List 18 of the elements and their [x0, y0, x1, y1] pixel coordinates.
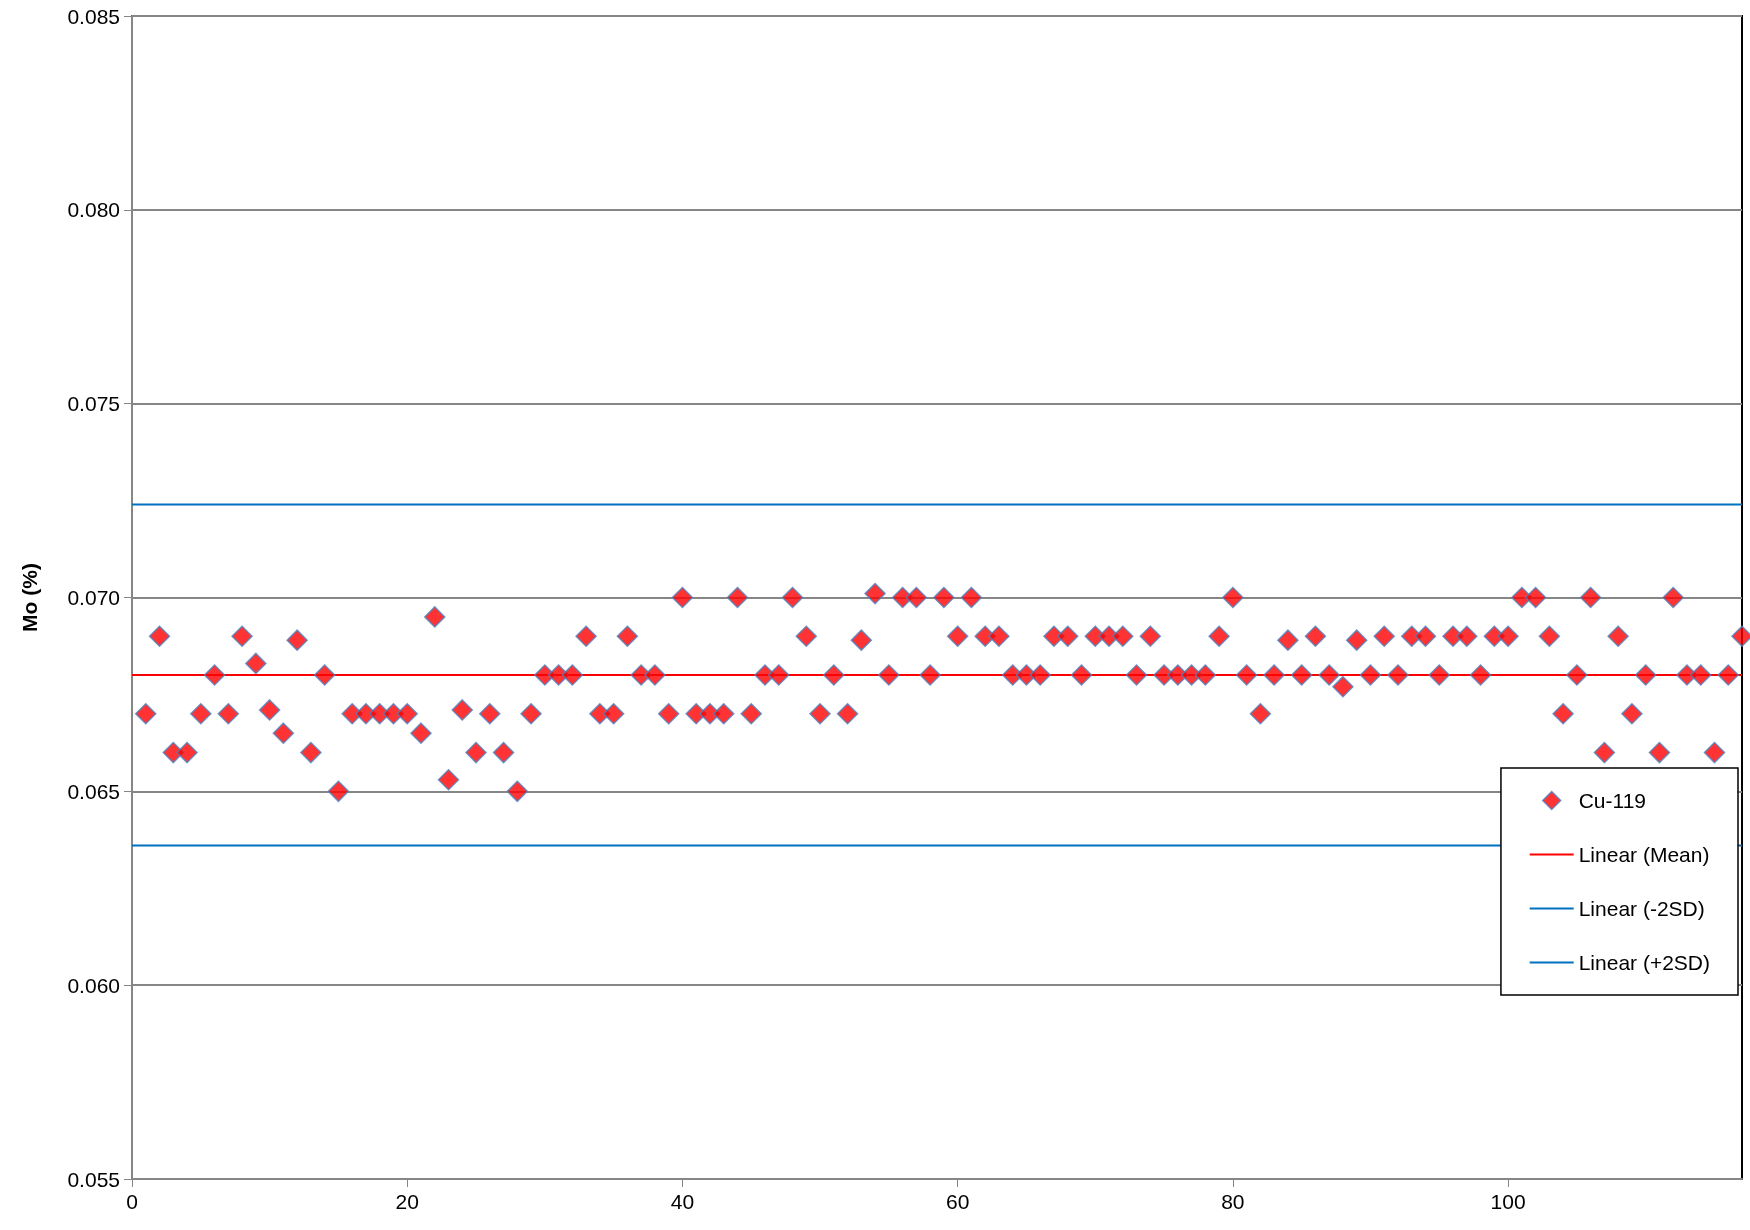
y-tick-label: 0.080: [67, 198, 120, 222]
x-tick-label: 0: [126, 1190, 138, 1213]
legend-label: Linear (+2SD): [1578, 951, 1710, 974]
x-tick-label: 80: [1221, 1190, 1245, 1213]
y-tick-label: 0.075: [67, 392, 120, 416]
y-axis-title: Mo (%): [18, 563, 41, 632]
y-tick-label: 0.070: [67, 586, 120, 609]
x-tick-label: 100: [1490, 1190, 1526, 1213]
x-tick-label: 60: [945, 1190, 970, 1213]
legend-label: Cu-119: [1578, 789, 1647, 812]
legend-label: Linear (Mean): [1578, 843, 1710, 866]
y-tick-label: 0.065: [67, 779, 120, 803]
x-tick-label: 40: [670, 1190, 695, 1213]
y-tick-label: 0.085: [67, 4, 120, 28]
y-tick-label: 0.055: [67, 1167, 120, 1191]
x-tick-label: 20: [395, 1190, 419, 1213]
y-tick-label: 0.060: [67, 973, 120, 997]
legend-label: Linear (-2SD): [1578, 897, 1705, 920]
